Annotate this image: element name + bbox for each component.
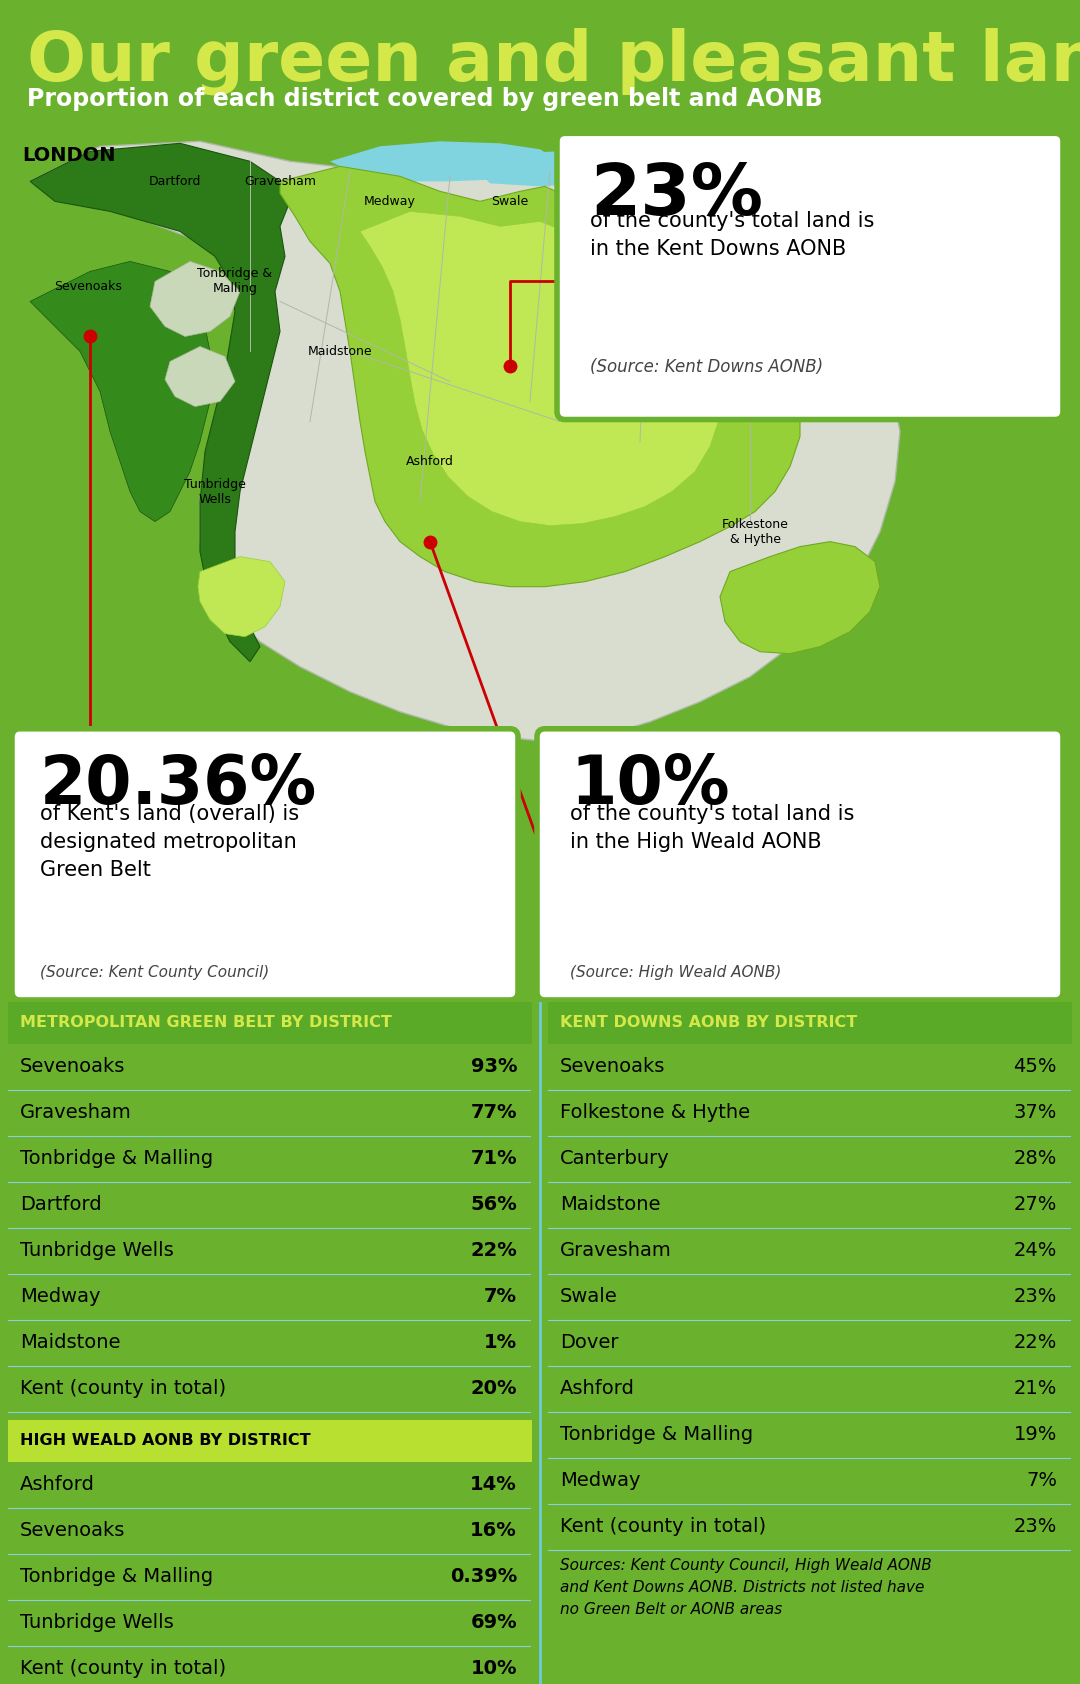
Text: 23%: 23%: [590, 162, 762, 231]
Text: Gravesham: Gravesham: [561, 1241, 672, 1261]
Text: 14%: 14%: [470, 1475, 517, 1494]
Text: (Source: Kent Downs AONB): (Source: Kent Downs AONB): [590, 359, 823, 377]
Polygon shape: [150, 261, 240, 337]
Text: Medway: Medway: [364, 195, 416, 207]
Text: Kent (county in total): Kent (county in total): [561, 1517, 766, 1536]
Text: Tunbridge Wells: Tunbridge Wells: [21, 1241, 174, 1261]
Text: of the county's total land is
in the Kent Downs AONB: of the county's total land is in the Ken…: [590, 212, 875, 259]
Text: LONDON: LONDON: [22, 147, 116, 165]
Text: 37%: 37%: [1014, 1103, 1057, 1123]
Text: Canterbury: Canterbury: [561, 1150, 670, 1169]
Text: Tonbridge &
Malling: Tonbridge & Malling: [198, 268, 272, 295]
Text: Gravesham: Gravesham: [244, 175, 316, 189]
Polygon shape: [470, 152, 620, 187]
Text: 77%: 77%: [471, 1103, 517, 1123]
FancyBboxPatch shape: [557, 133, 1063, 419]
Text: Tonbridge & Malling: Tonbridge & Malling: [561, 1425, 753, 1445]
Text: 22%: 22%: [1014, 1334, 1057, 1352]
Text: Dover: Dover: [821, 315, 859, 328]
Text: (Source: Kent County Council): (Source: Kent County Council): [40, 965, 269, 980]
Text: Tonbridge & Malling: Tonbridge & Malling: [21, 1568, 213, 1586]
Text: Ashford: Ashford: [561, 1379, 635, 1398]
Text: 1%: 1%: [484, 1334, 517, 1352]
Text: 23%: 23%: [1014, 1288, 1057, 1307]
Text: Maidstone: Maidstone: [21, 1334, 121, 1352]
Text: Sevenoaks: Sevenoaks: [21, 1058, 125, 1076]
Text: 20.36%: 20.36%: [40, 751, 318, 818]
Text: of the county's total land is
in the High Weald AONB: of the county's total land is in the Hig…: [570, 803, 854, 852]
Text: Sevenoaks: Sevenoaks: [54, 280, 122, 293]
Text: Ashford: Ashford: [406, 455, 454, 468]
Polygon shape: [360, 212, 720, 525]
Text: 0.39%: 0.39%: [449, 1568, 517, 1586]
Text: Canterbury: Canterbury: [645, 226, 715, 237]
FancyBboxPatch shape: [537, 729, 1063, 1000]
Text: 7%: 7%: [1026, 1472, 1057, 1490]
Text: 19%: 19%: [1014, 1425, 1057, 1445]
Text: 45%: 45%: [1013, 1058, 1057, 1076]
Text: Tonbridge & Malling: Tonbridge & Malling: [21, 1150, 213, 1169]
Text: Proportion of each district covered by green belt and AONB: Proportion of each district covered by g…: [27, 88, 823, 111]
Text: 21%: 21%: [1014, 1379, 1057, 1398]
Text: 24%: 24%: [1014, 1241, 1057, 1261]
Text: Swale: Swale: [491, 195, 528, 207]
Bar: [8, 1420, 532, 1462]
Polygon shape: [165, 347, 235, 406]
Polygon shape: [280, 167, 800, 586]
Text: 71%: 71%: [471, 1150, 517, 1169]
Text: 10%: 10%: [570, 751, 730, 818]
Text: Sevenoaks: Sevenoaks: [561, 1058, 665, 1076]
Text: (Source: High Weald AONB): (Source: High Weald AONB): [570, 965, 781, 980]
Text: Medway: Medway: [561, 1472, 640, 1490]
Text: 16%: 16%: [470, 1522, 517, 1541]
Text: 23%: 23%: [1014, 1517, 1057, 1536]
Text: KENT DOWNS AONB BY DISTRICT: KENT DOWNS AONB BY DISTRICT: [561, 1015, 858, 1031]
Text: Swale: Swale: [561, 1288, 618, 1307]
Text: Folkestone
& Hythe: Folkestone & Hythe: [721, 517, 788, 546]
Text: Sources: Kent County Council, High Weald AONB
and Kent Downs AONB. Districts not: Sources: Kent County Council, High Weald…: [561, 1558, 932, 1617]
FancyBboxPatch shape: [12, 729, 518, 1000]
Text: 56%: 56%: [470, 1196, 517, 1214]
Text: Maidstone: Maidstone: [561, 1196, 661, 1214]
Text: Medway: Medway: [21, 1288, 100, 1307]
Polygon shape: [330, 141, 561, 182]
Text: Kent (county in total): Kent (county in total): [21, 1659, 226, 1679]
Text: Maidstone: Maidstone: [308, 345, 373, 359]
Polygon shape: [30, 261, 210, 522]
Polygon shape: [720, 542, 880, 653]
Polygon shape: [198, 557, 285, 637]
Text: Ashford: Ashford: [21, 1475, 95, 1494]
Text: Kent (county in total): Kent (county in total): [21, 1379, 226, 1398]
Polygon shape: [30, 143, 291, 662]
Polygon shape: [30, 141, 900, 741]
Text: 20%: 20%: [471, 1379, 517, 1398]
Text: Gravesham: Gravesham: [21, 1103, 132, 1123]
Text: 93%: 93%: [471, 1058, 517, 1076]
Text: Sevenoaks: Sevenoaks: [21, 1522, 125, 1541]
Text: Dartford: Dartford: [149, 175, 201, 189]
Text: 7%: 7%: [484, 1288, 517, 1307]
Text: 22%: 22%: [470, 1241, 517, 1261]
Text: METROPOLITAN GREEN BELT BY DISTRICT: METROPOLITAN GREEN BELT BY DISTRICT: [21, 1015, 392, 1031]
Text: 27%: 27%: [1014, 1196, 1057, 1214]
Text: 10%: 10%: [471, 1659, 517, 1679]
Text: Tunbridge Wells: Tunbridge Wells: [21, 1613, 174, 1632]
Text: Dover: Dover: [561, 1334, 619, 1352]
Text: Tunbridge
Wells: Tunbridge Wells: [184, 478, 246, 505]
Text: Dartford: Dartford: [21, 1196, 102, 1214]
Text: 28%: 28%: [1014, 1150, 1057, 1169]
Text: HIGH WEALD AONB BY DISTRICT: HIGH WEALD AONB BY DISTRICT: [21, 1433, 311, 1448]
Bar: [548, 1002, 1072, 1044]
Text: of Kent's land (overall) is
designated metropolitan
Green Belt: of Kent's land (overall) is designated m…: [40, 803, 299, 879]
Bar: [8, 1002, 532, 1044]
Text: Our green and pleasant land: Our green and pleasant land: [27, 27, 1080, 96]
Text: 69%: 69%: [471, 1613, 517, 1632]
Text: Folkestone & Hythe: Folkestone & Hythe: [561, 1103, 751, 1123]
